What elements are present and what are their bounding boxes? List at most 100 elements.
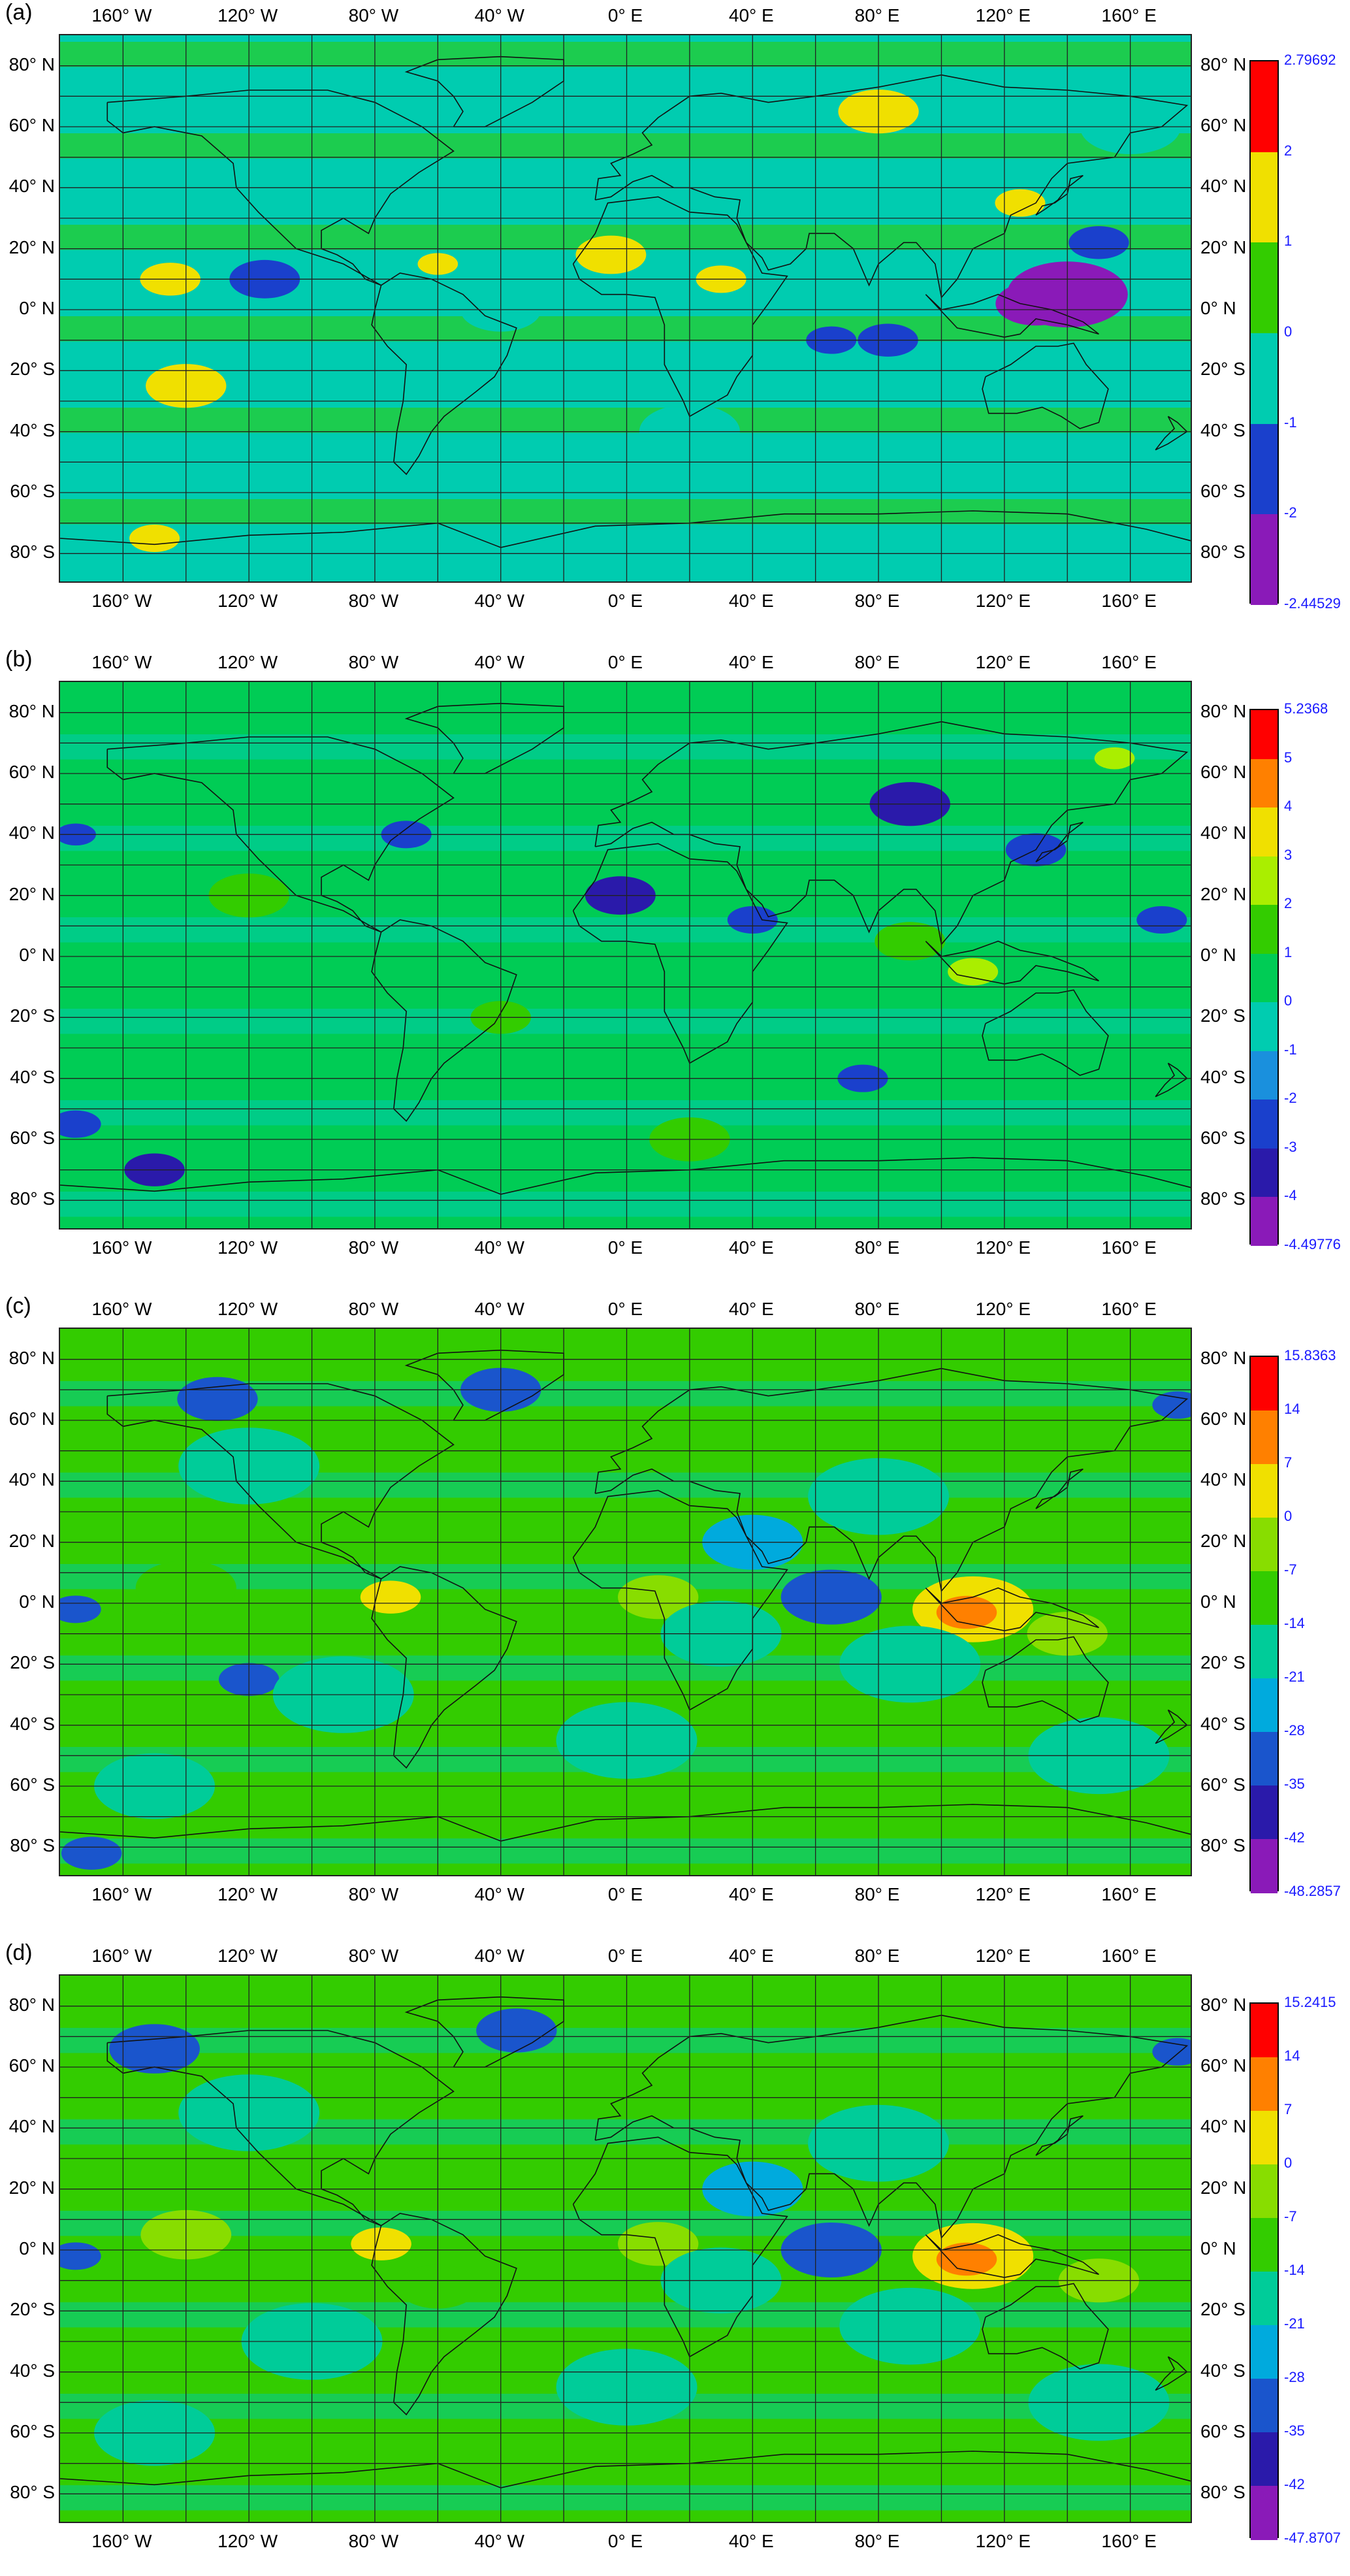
map-panel-d: (d) 160° W 120° W 80° W 40° W 0° E 40° E 80° E… <box>0 1940 1350 2568</box>
latitude-label: 80° S <box>10 542 55 562</box>
latitude-label: 60° S <box>10 1128 55 1148</box>
longitude-labels-top: 160° W 120° W 80° W 40° W 0° E 40° E 80° E 120°… <box>59 652 1192 678</box>
longitude-label: 160° E <box>1101 1884 1157 1904</box>
latitude-label: 0° N <box>1200 2238 1236 2258</box>
zonal-band <box>60 780 1191 806</box>
panel-label: (b) <box>5 647 33 672</box>
latitude-label: 40° N <box>8 2116 55 2137</box>
map-panel-b: (b) 160° W 120° W 80° W 40° W 0° E 40° E 80° E… <box>0 647 1350 1274</box>
coastline <box>982 342 1109 429</box>
latitude-label: 40° S <box>10 1713 55 1734</box>
latitude-label: 80° S <box>1200 1835 1246 1856</box>
colorbar-segment <box>1251 953 1278 1003</box>
colorbar-tick-label: 0 <box>1284 2155 1293 2171</box>
latitude-label: 60° N <box>1200 115 1247 135</box>
contour-region <box>360 1580 421 1614</box>
latitude-label: 20° S <box>10 359 55 380</box>
latitude-label: 40° N <box>1200 823 1247 843</box>
longitude-label: 80° E <box>854 591 900 611</box>
zonal-band <box>60 1192 1191 1217</box>
coastline <box>60 2451 1191 2488</box>
latitude-label: 60° S <box>1200 481 1246 501</box>
coastline <box>982 2283 1109 2370</box>
colorbar-tick-label: 15.8363 <box>1284 1347 1336 1363</box>
colorbar-segment <box>1251 758 1278 808</box>
longitude-label: 40° E <box>728 1946 774 1966</box>
longitude-label: 80° W <box>348 2531 399 2551</box>
zonal-band <box>60 2485 1191 2511</box>
zonal-band <box>60 499 1191 525</box>
longitude-label: 0° E <box>607 1884 643 1904</box>
latitude-label: 80° S <box>1200 2482 1246 2503</box>
longitude-label: 120° E <box>975 1299 1031 1319</box>
colorbar-tick-label: 0 <box>1284 323 1293 340</box>
colorbar-segment <box>1251 2111 1278 2165</box>
colorbar-segment <box>1251 423 1278 515</box>
longitude-label: 80° E <box>854 5 900 25</box>
contour-region <box>936 1595 997 1629</box>
colorbar-tick-label: -2 <box>1284 504 1297 521</box>
coastline <box>404 702 564 774</box>
colorbar-segment <box>1251 1571 1278 1625</box>
contour-region <box>60 1595 101 1623</box>
colorbar-tick-label: 2.79692 <box>1284 52 1336 68</box>
contour-region <box>61 1836 122 1870</box>
coastline <box>1035 1468 1084 1510</box>
longitude-label: 40° E <box>728 1237 774 1258</box>
colorbar-segment <box>1251 1357 1278 1411</box>
latitude-label: 40° N <box>1200 176 1247 197</box>
latitude-label: 60° S <box>10 1774 55 1795</box>
latitude-label: 40° S <box>1200 2360 1246 2381</box>
longitude-label: 40° E <box>728 652 774 672</box>
zonal-band <box>60 1518 1191 1544</box>
latitude-label: 20° S <box>10 1652 55 1673</box>
longitude-label: 80° W <box>348 1299 399 1319</box>
latitude-label: 20° N <box>1200 2177 1247 2198</box>
coastline <box>404 56 564 127</box>
colorbar-segment <box>1251 1148 1278 1198</box>
colorbar-tick-label: -4 <box>1284 1187 1297 1204</box>
colorbar-segment <box>1251 242 1278 334</box>
longitude-label: 40° W <box>474 1237 524 1258</box>
colorbar-tick-label: -42 <box>1284 1829 1305 1846</box>
longitude-label: 40° E <box>728 1299 774 1319</box>
latitude-label: 20° N <box>8 883 55 904</box>
longitude-label: 40° W <box>474 5 524 25</box>
longitude-label: 40° W <box>474 2531 524 2551</box>
contour-region <box>780 1569 882 1625</box>
colorbar-tick-label: -3 <box>1284 1138 1297 1155</box>
colorbar <box>1249 709 1279 1247</box>
colorbar-segment <box>1251 1678 1278 1733</box>
longitude-label: 120° W <box>217 2531 278 2551</box>
colorbar-labels: 15.2415 14 7 0 -7 -14 -21 -28 -35 -42 -47.8707 <box>1284 1994 1346 2546</box>
zonal-band <box>60 963 1191 988</box>
latitude-label: 20° S <box>1200 1005 1246 1026</box>
colorbar-tick-label: 7 <box>1284 2101 1293 2117</box>
colorbar-segment <box>1251 1785 1278 1840</box>
colorbar-tick-label: 1 <box>1284 943 1293 960</box>
colorbar-segment <box>1251 2272 1278 2326</box>
coastline <box>1035 821 1084 863</box>
colorbar-labels: 15.8363 14 7 0 -7 -14 -21 -28 -35 -42 -48.2857 <box>1284 1347 1346 1899</box>
zonal-band <box>60 408 1191 433</box>
zonal-band <box>60 42 1191 67</box>
coastline <box>982 1636 1109 1723</box>
colorbar-tick-label: -21 <box>1284 1669 1305 1685</box>
contour-region <box>995 189 1046 217</box>
latitude-label: 80° N <box>1200 700 1247 721</box>
latitude-label: 80° S <box>10 1835 55 1856</box>
contour-region <box>177 1377 258 1421</box>
colorbar-segment <box>1251 1410 1278 1465</box>
latitude-label: 80° N <box>1200 1347 1247 1368</box>
zonal-band <box>60 734 1191 760</box>
colorbar <box>1249 1356 1279 1893</box>
zonal-band <box>60 133 1191 159</box>
latitude-label: 0° N <box>19 298 55 318</box>
contour-region <box>1069 226 1129 259</box>
longitude-label: 80° E <box>854 1946 900 1966</box>
longitude-label: 80° W <box>348 1946 399 1966</box>
longitude-labels-bottom: 160° W 120° W 80° W 40° W 0° E 40° E 80° E 120°… <box>59 2531 1192 2557</box>
latitude-labels-right: 80° N 60° N 40° N 20° N 0° N 20° S 40° S 60° S 8… <box>1200 1974 1253 2523</box>
latitude-label: 20° S <box>1200 1652 1246 1673</box>
longitude-label: 40° W <box>474 1884 524 1904</box>
